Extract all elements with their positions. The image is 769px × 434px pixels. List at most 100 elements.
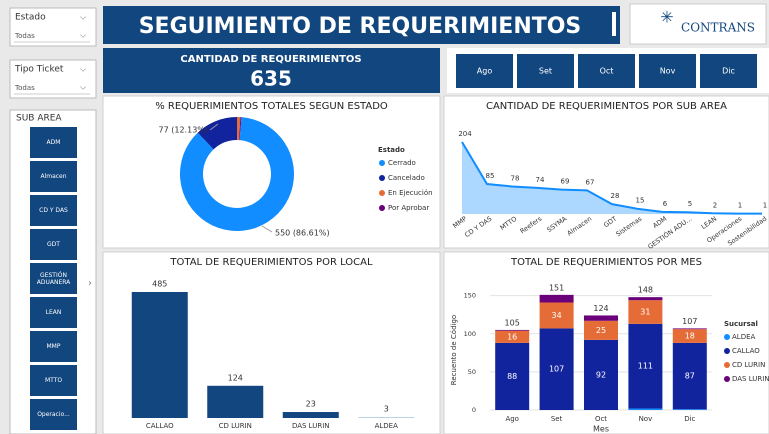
legend-swatch [724,334,730,340]
data-label: 1 [763,202,767,210]
legend-swatch [379,175,385,181]
data-label: 23 [306,400,316,409]
sub-area-button[interactable] [30,297,77,328]
total-label: 124 [593,304,608,313]
y-axis-label: Recuento de Código [450,315,458,385]
sub-area-button-label: Operacio... [37,411,70,418]
bar-segment [539,328,574,410]
kpi-card [103,48,440,93]
x-tick-label: Nov [639,415,653,423]
data-label: 28 [611,192,620,200]
area-line [461,141,762,215]
x-tick-label: Set [551,415,563,423]
chart-title: TOTAL DE REQUERIMIENTOS POR LOCAL [169,257,373,268]
legend-label: DAS LURIN [732,375,769,383]
chart-title: % REQUERIMIENTOS TOTALES SEGUN ESTADO [155,101,388,112]
sub-area-button[interactable] [30,263,77,294]
data-label: 34 [552,311,562,320]
data-label: 1 [738,202,742,210]
sub-area-button-label: GDT [47,241,60,248]
kpi-value: 635 [250,67,292,91]
month-button[interactable] [578,54,635,88]
logo-text: CONTRANS [681,21,755,35]
bar-segment [539,294,574,303]
bar [131,292,188,418]
title-bar [103,6,620,44]
bar-segment [672,342,707,410]
kpi-label: CANTIDAD DE REQUERIMIENTOS [180,54,361,65]
sub-area-button[interactable] [30,127,77,158]
chart-title: TOTAL DE REQUERIMIENTOS POR MES [510,257,702,268]
x-tick-label: CALLAO [146,422,174,430]
legend-label: ALDEA [732,333,756,341]
scroll-arrow[interactable]: › [88,278,92,289]
data-label: 85 [486,172,495,180]
sub-area-button-label: CD Y DAS [39,207,68,214]
logo-box [629,3,767,45]
leader-line [209,123,219,131]
data-label: 92 [596,370,606,379]
legend-swatch [724,376,730,382]
filter-slicer[interactable] [9,59,97,99]
chart-panel [443,95,769,249]
sub-area-button[interactable] [30,399,77,430]
month-button[interactable] [517,54,574,88]
month-button[interactable] [456,54,513,88]
data-label: 15 [636,197,645,205]
sub-area-button-label: GESTIÓN ADUANERA [37,272,71,286]
legend-label: En Ejecución [388,189,433,197]
sub-area-button[interactable] [30,331,77,362]
sub-area-button[interactable] [30,365,77,396]
data-label: 485 [152,280,167,289]
filter-chevron: ⌵ [80,13,86,22]
data-label: 5 [688,200,692,208]
data-label: 31 [640,308,650,317]
data-label: 87 [685,372,695,381]
month-button-label: Ago [477,67,493,76]
x-tick-label: Dic [684,415,695,423]
x-tick-label: Ago [505,415,519,423]
bar [358,417,415,418]
bar-segment [495,342,530,410]
data-label: 111 [638,362,653,371]
filter-slicer[interactable] [9,7,97,47]
x-tick-label: CD LURIN [219,422,252,430]
legend-swatch [379,190,385,196]
filter-label: Estado [15,13,46,23]
sub-area-button-label: MTTO [45,377,62,384]
data-label: 25 [596,326,606,335]
bar-segment [628,323,663,409]
bar-segment [628,408,663,410]
sub-area-button-label: Almacen [40,173,66,180]
data-label: 16 [507,332,517,341]
bar-segment [584,339,618,410]
month-button[interactable] [639,54,696,88]
sub-area-button[interactable] [30,229,77,260]
logo-icon: ✳ [660,8,673,27]
sub-area-button[interactable] [30,195,77,226]
data-label: 204 [458,130,472,138]
data-label: 18 [685,332,695,341]
month-button-label: Set [539,67,552,76]
sub-area-button[interactable] [30,161,77,192]
bar-segment [628,297,663,301]
total-label: 151 [549,283,564,292]
x-axis-label: Mes [593,425,609,434]
legend-swatch [724,362,730,368]
bar [207,385,264,418]
bar-segment [539,302,574,329]
month-button[interactable] [700,54,757,88]
data-label: 74 [536,176,545,184]
title-cursor [612,12,616,36]
legend-swatch [379,205,385,211]
sub-area-label: SUB AREA [16,114,62,124]
bar-segment [628,300,663,324]
donut-slice [197,117,237,150]
y-tick-label: 100 [464,330,476,338]
total-label: 105 [505,318,520,327]
x-tick-label: Oct [595,415,607,423]
y-tick-label: 0 [472,406,476,414]
donut-slice [179,117,294,232]
x-tick-label: DAS LURIN [292,422,330,430]
